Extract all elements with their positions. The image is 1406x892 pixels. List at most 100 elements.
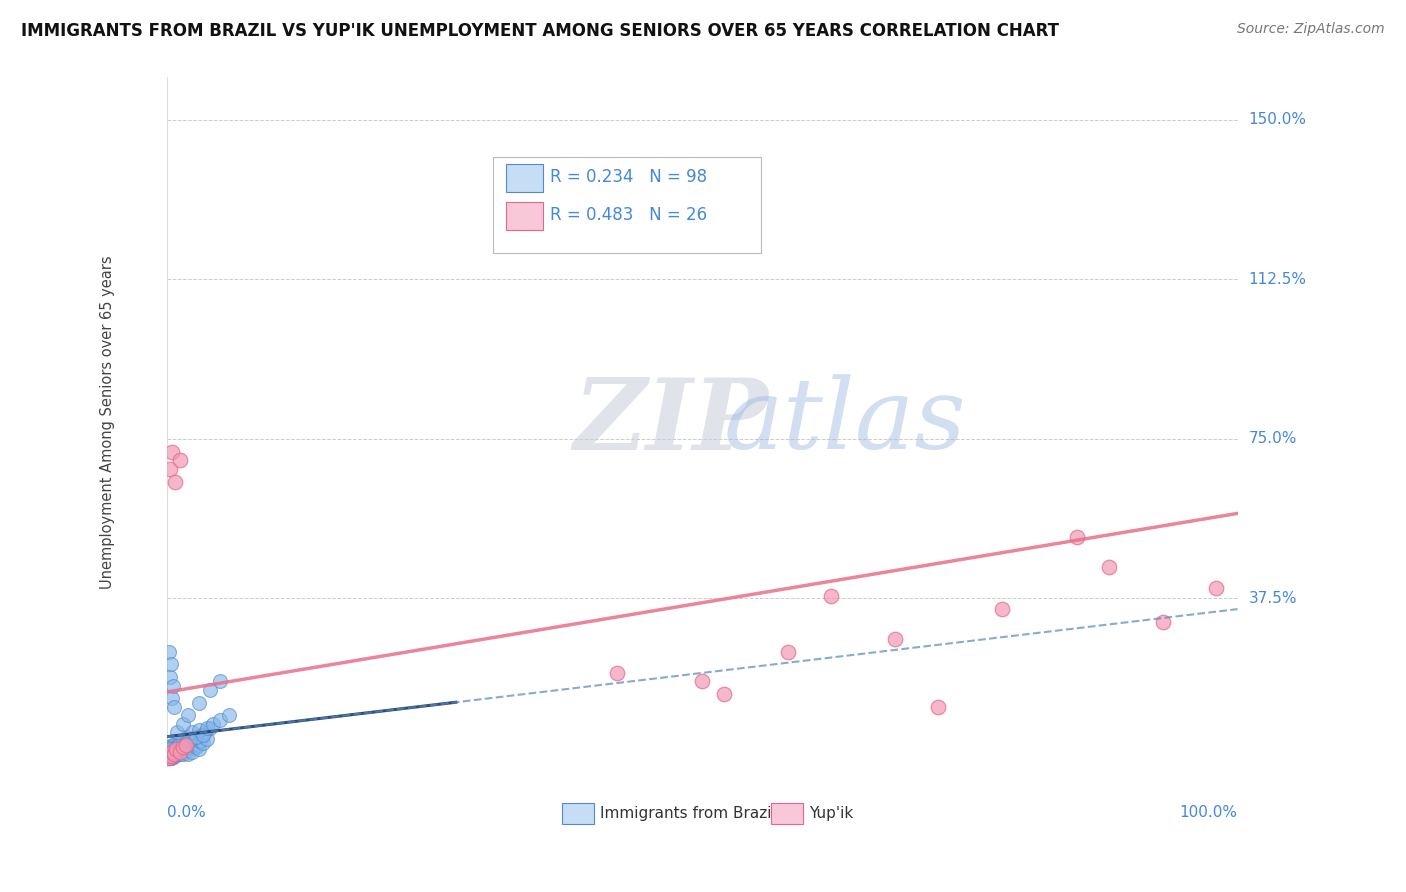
Point <box>163 742 186 756</box>
Point <box>167 738 190 752</box>
Point <box>183 734 205 748</box>
Point <box>162 740 184 755</box>
Point <box>166 725 188 739</box>
Text: ZIP: ZIP <box>574 374 769 470</box>
Point <box>160 657 183 672</box>
Point <box>173 734 195 748</box>
Point <box>166 740 188 755</box>
Point <box>156 748 179 763</box>
Text: R = 0.483   N = 26: R = 0.483 N = 26 <box>550 206 707 224</box>
Point <box>198 721 221 735</box>
Point <box>157 751 180 765</box>
Point <box>174 740 197 755</box>
Point <box>187 738 209 752</box>
Point <box>1098 559 1121 574</box>
Text: IMMIGRANTS FROM BRAZIL VS YUP'IK UNEMPLOYMENT AMONG SENIORS OVER 65 YEARS CORREL: IMMIGRANTS FROM BRAZIL VS YUP'IK UNEMPLO… <box>21 22 1059 40</box>
Point <box>170 745 193 759</box>
Point <box>156 742 179 756</box>
Point <box>209 713 232 727</box>
Point <box>184 730 207 744</box>
Point <box>177 708 200 723</box>
Point <box>165 742 187 756</box>
Point <box>160 751 183 765</box>
Point <box>184 740 207 755</box>
Text: R = 0.234   N = 98: R = 0.234 N = 98 <box>550 169 707 186</box>
Point <box>160 748 183 763</box>
Point <box>162 745 184 759</box>
Point <box>1152 615 1174 629</box>
Point <box>162 679 184 693</box>
Point <box>165 747 187 761</box>
Point <box>172 734 194 748</box>
Point <box>605 665 627 680</box>
FancyBboxPatch shape <box>562 803 593 823</box>
Point <box>162 748 184 763</box>
FancyBboxPatch shape <box>770 803 803 823</box>
Point <box>165 745 187 759</box>
Point <box>169 453 191 467</box>
Point <box>159 742 181 756</box>
Point <box>163 747 186 761</box>
Point <box>197 731 219 746</box>
Point <box>169 745 191 759</box>
Point <box>165 742 187 756</box>
Point <box>159 670 181 684</box>
Point <box>167 745 190 759</box>
Point <box>157 745 180 759</box>
Point <box>181 745 204 759</box>
Point <box>218 708 240 723</box>
Point <box>170 742 193 756</box>
Text: 0.0%: 0.0% <box>167 805 205 821</box>
Point <box>174 738 197 752</box>
Point <box>163 700 186 714</box>
Point <box>166 747 188 761</box>
Point <box>169 736 191 750</box>
Point <box>160 747 183 761</box>
Point <box>159 747 181 761</box>
Point <box>179 734 201 748</box>
Point <box>156 747 179 761</box>
Point <box>160 738 183 752</box>
Point <box>197 721 219 735</box>
Point <box>172 747 194 761</box>
Point <box>174 738 197 752</box>
Point <box>690 674 713 689</box>
Point <box>1205 581 1227 595</box>
Point <box>166 740 188 755</box>
Point <box>820 590 842 604</box>
Point <box>163 747 186 761</box>
Point <box>174 736 197 750</box>
Point <box>177 747 200 761</box>
Point <box>169 747 191 761</box>
Point <box>160 740 183 755</box>
Text: 75.0%: 75.0% <box>1249 432 1296 447</box>
FancyBboxPatch shape <box>506 164 543 192</box>
Text: 150.0%: 150.0% <box>1249 112 1306 128</box>
Text: Yup'ik: Yup'ik <box>810 805 853 821</box>
Point <box>159 747 181 761</box>
Point <box>198 682 221 697</box>
Point <box>160 747 183 761</box>
Text: Immigrants from Brazil: Immigrants from Brazil <box>600 805 776 821</box>
Point <box>160 742 183 756</box>
Point <box>883 632 905 646</box>
Point <box>179 740 201 755</box>
Point <box>172 740 194 755</box>
Point <box>165 475 187 489</box>
Point <box>167 742 190 756</box>
Point <box>183 738 205 752</box>
Point <box>180 736 202 750</box>
Text: Unemployment Among Seniors over 65 years: Unemployment Among Seniors over 65 years <box>100 255 115 589</box>
Point <box>162 745 184 759</box>
Point <box>170 736 193 750</box>
Point <box>170 740 193 755</box>
Point <box>160 745 183 759</box>
Point <box>176 742 198 756</box>
Point <box>193 736 215 750</box>
Text: atlas: atlas <box>724 375 966 469</box>
Point <box>156 751 179 765</box>
Point <box>163 747 186 761</box>
Point <box>179 734 201 748</box>
Point <box>165 748 187 763</box>
Point <box>159 461 181 475</box>
